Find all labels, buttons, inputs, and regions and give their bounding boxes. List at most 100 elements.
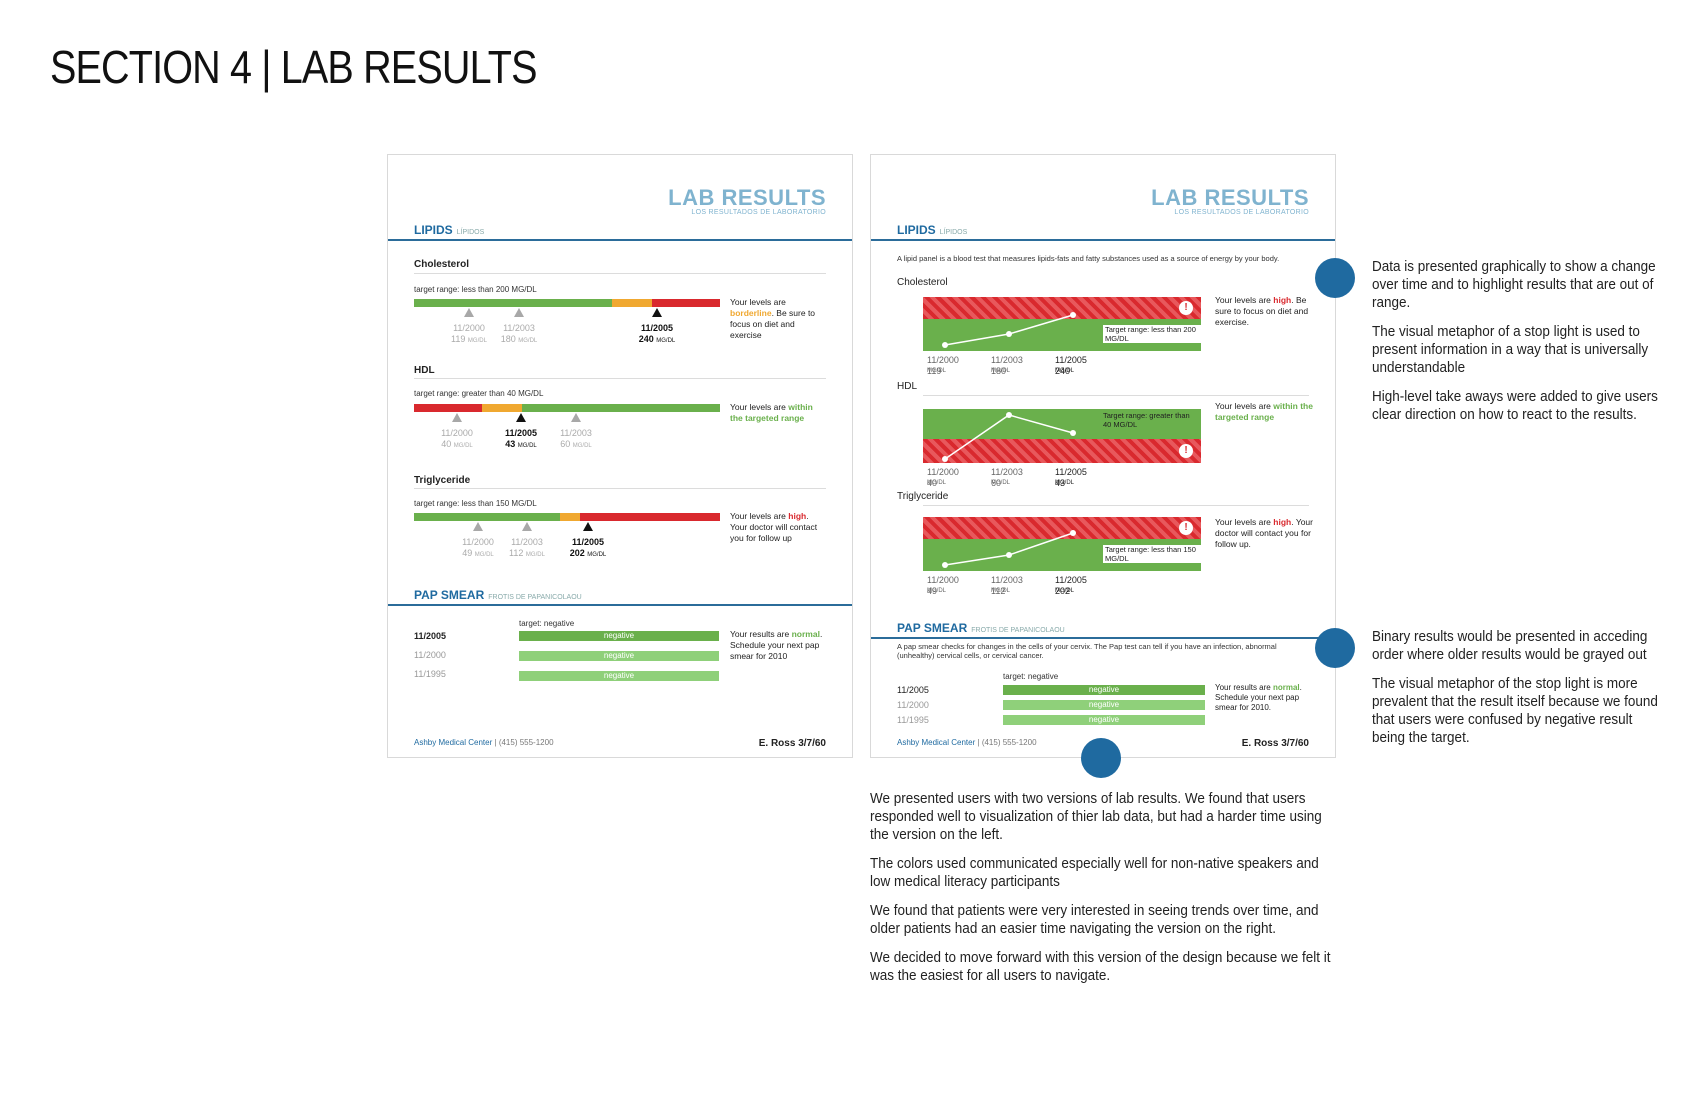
borderline-segment	[560, 513, 580, 521]
card-title: LAB RESULTS	[668, 185, 826, 210]
reading-point: 11/2003 60 MG/DL	[560, 428, 592, 449]
note-paragraph: We decided to move forward with this ver…	[870, 949, 1331, 984]
target-range-label: Target range: less than 150 MG/DL	[1103, 545, 1203, 563]
cholesterol-range-bar	[414, 299, 720, 307]
note-paragraph: Data is presented graphically to show a …	[1372, 258, 1656, 311]
lipids-section-header: LIPIDS LÍPIDOS	[388, 223, 852, 241]
reading-point: 11/2000 49 MG/DL	[462, 537, 494, 558]
pap-smear-section-header: PAP SMEAR FROTIS DE PAPANICOLAOU	[871, 621, 1335, 639]
borderline-segment	[612, 299, 652, 307]
card-subtitle: LOS RESULTADOS DE LABORATORIO	[691, 209, 826, 216]
high-segment	[652, 299, 720, 307]
triglyceride-advice: Your levels are high. Your doctor will c…	[730, 511, 818, 543]
target-zone	[923, 409, 1201, 439]
hdl-label: HDL	[414, 365, 435, 376]
high-segment	[580, 513, 720, 521]
note-paragraph: Binary results would be presented in acc…	[1372, 628, 1648, 663]
hdl-range-bar	[414, 404, 720, 412]
target-range-label: Target range: greater than 40 MG/DL	[1103, 411, 1190, 429]
pap-result-bar: negative	[519, 671, 719, 681]
cholesterol-target-range: target range: less than 200 MG/DL	[414, 285, 537, 294]
pap-intro: A pap smear checks for changes in the ce…	[897, 642, 1277, 660]
card-subtitle: LOS RESULTADOS DE LABORATORIO	[1174, 209, 1309, 216]
pap-target: target: negative	[1003, 672, 1059, 681]
pap-date: 11/2000	[414, 650, 446, 660]
borderline-segment	[482, 404, 522, 412]
callout-marker	[1081, 738, 1121, 778]
marker-triangle	[452, 413, 462, 422]
marker-triangle	[522, 522, 532, 531]
low-segment	[414, 404, 482, 412]
current-marker-triangle	[652, 308, 662, 317]
divider	[923, 395, 1309, 396]
annotation-notes-middle: Binary results would be presented in acc…	[1372, 628, 1660, 758]
hdl-target-range: target range: greater than 40 MG/DL	[414, 389, 544, 398]
card-header: LAB RESULTS LOS RESULTADOS DE LABORATORI…	[1151, 187, 1309, 217]
card-footer-clinic: Ashby Medical Center | (415) 555-1200	[414, 738, 554, 747]
pap-smear-section-header: PAP SMEAR FROTIS DE PAPANICOLAOU	[388, 588, 852, 606]
hdl-label: HDL	[897, 381, 918, 392]
alert-icon: !	[1179, 444, 1193, 458]
pap-advice: Your results are normal. Schedule your n…	[1215, 683, 1302, 712]
card-header: LAB RESULTS LOS RESULTADOS DE LABORATORI…	[668, 185, 826, 217]
pap-date: 11/2005	[897, 685, 929, 695]
current-marker-triangle	[583, 522, 593, 531]
hdl-advice: Your levels are within the targeted rang…	[730, 402, 813, 423]
current-reading-point: 11/2005 43 MG/DL	[504, 428, 538, 449]
pap-target: target: negative	[519, 619, 575, 628]
lipids-subheading: LÍPIDOS	[939, 229, 968, 236]
pap-result-bar: negative	[1003, 715, 1205, 725]
callout-marker	[1315, 628, 1355, 668]
lipids-heading: LIPIDS	[897, 223, 936, 237]
graph-x-axis-labels: 11/2000 40 MG/DL 11/2003 60 MG/DL 11/2005 4…	[927, 467, 1087, 488]
cholesterol-trend-graph: ! Target range: less than 200 MG/DL	[923, 297, 1203, 351]
triglyceride-advice: Your levels are high. Your doctor will c…	[1215, 517, 1313, 549]
pap-subheading: FROTIS DE PAPANICOLAOU	[971, 627, 1065, 634]
alert-icon: !	[1179, 301, 1193, 315]
in-range-segment	[414, 299, 612, 307]
cholesterol-label: Cholesterol	[414, 259, 470, 270]
out-of-range-zone	[923, 297, 1201, 319]
current-reading-point: 11/2005 202 MG/DL	[569, 537, 607, 558]
lipids-subheading: LÍPIDOS	[456, 229, 485, 236]
graph-x-axis-labels: 11/2000 119 MG/DL 11/2003 180 MG/DL 11/200…	[927, 355, 1087, 376]
trend-line	[942, 530, 1076, 568]
reading-point: 11/2003 180 MG/DL	[500, 323, 538, 344]
note-paragraph: We found that patients were very interes…	[870, 902, 1319, 937]
reading-point: 11/2000 119 MG/DL	[451, 323, 487, 344]
alert-icon: !	[1179, 521, 1193, 535]
pap-date: 11/2005	[414, 631, 447, 641]
divider	[923, 505, 1309, 506]
lab-results-card-version-b: LAB RESULTS LOS RESULTADOS DE LABORATORI…	[870, 154, 1336, 758]
triglyceride-label: Triglyceride	[897, 491, 949, 502]
pap-result-bar: negative	[519, 631, 719, 641]
cholesterol-advice: Your levels are borderline. Be sure to f…	[730, 297, 816, 340]
pap-date: 11/1995	[897, 715, 929, 725]
note-paragraph: The colors used communicated especially …	[870, 855, 1319, 890]
pap-result-bar: negative	[519, 651, 719, 661]
triglyceride-trend-graph: ! Target range: less than 150 MG/DL	[923, 517, 1203, 571]
reading-point: 11/2000 40 MG/DL	[441, 428, 473, 449]
trend-line	[942, 312, 1076, 348]
pap-heading: PAP SMEAR	[897, 621, 968, 635]
current-reading-point: 11/2005 240 MG/DL	[638, 323, 676, 344]
trend-line	[942, 412, 1076, 462]
triglyceride-label: Triglyceride	[414, 475, 471, 486]
hdl-advice: Your levels are within the targeted rang…	[1215, 401, 1313, 422]
cholesterol-advice: Your levels are high. Be sure to focus o…	[1215, 295, 1309, 327]
triglyceride-range-bar	[414, 513, 720, 521]
note-paragraph: High-level take aways were added to give…	[1372, 388, 1658, 423]
pap-advice: Your results are normal. Schedule your n…	[730, 629, 823, 661]
in-range-segment	[414, 513, 560, 521]
graph-x-axis-labels: 11/2000 49 MG/DL 11/2003 112 MG/DL 11/2005…	[927, 575, 1087, 596]
pap-date: 11/2000	[897, 700, 929, 710]
lipids-heading: LIPIDS	[414, 223, 453, 237]
cholesterol-label: Cholesterol	[897, 277, 948, 288]
divider	[414, 488, 826, 489]
triglyceride-target-range: target range: less than 150 MG/DL	[414, 499, 537, 508]
lipids-section-header: LIPIDS LÍPIDOS	[871, 223, 1335, 241]
marker-triangle	[473, 522, 483, 531]
lab-results-card-version-a: LAB RESULTS LOS RESULTADOS DE LABORATORI…	[387, 154, 853, 758]
marker-triangle	[571, 413, 581, 422]
divider	[414, 378, 826, 379]
